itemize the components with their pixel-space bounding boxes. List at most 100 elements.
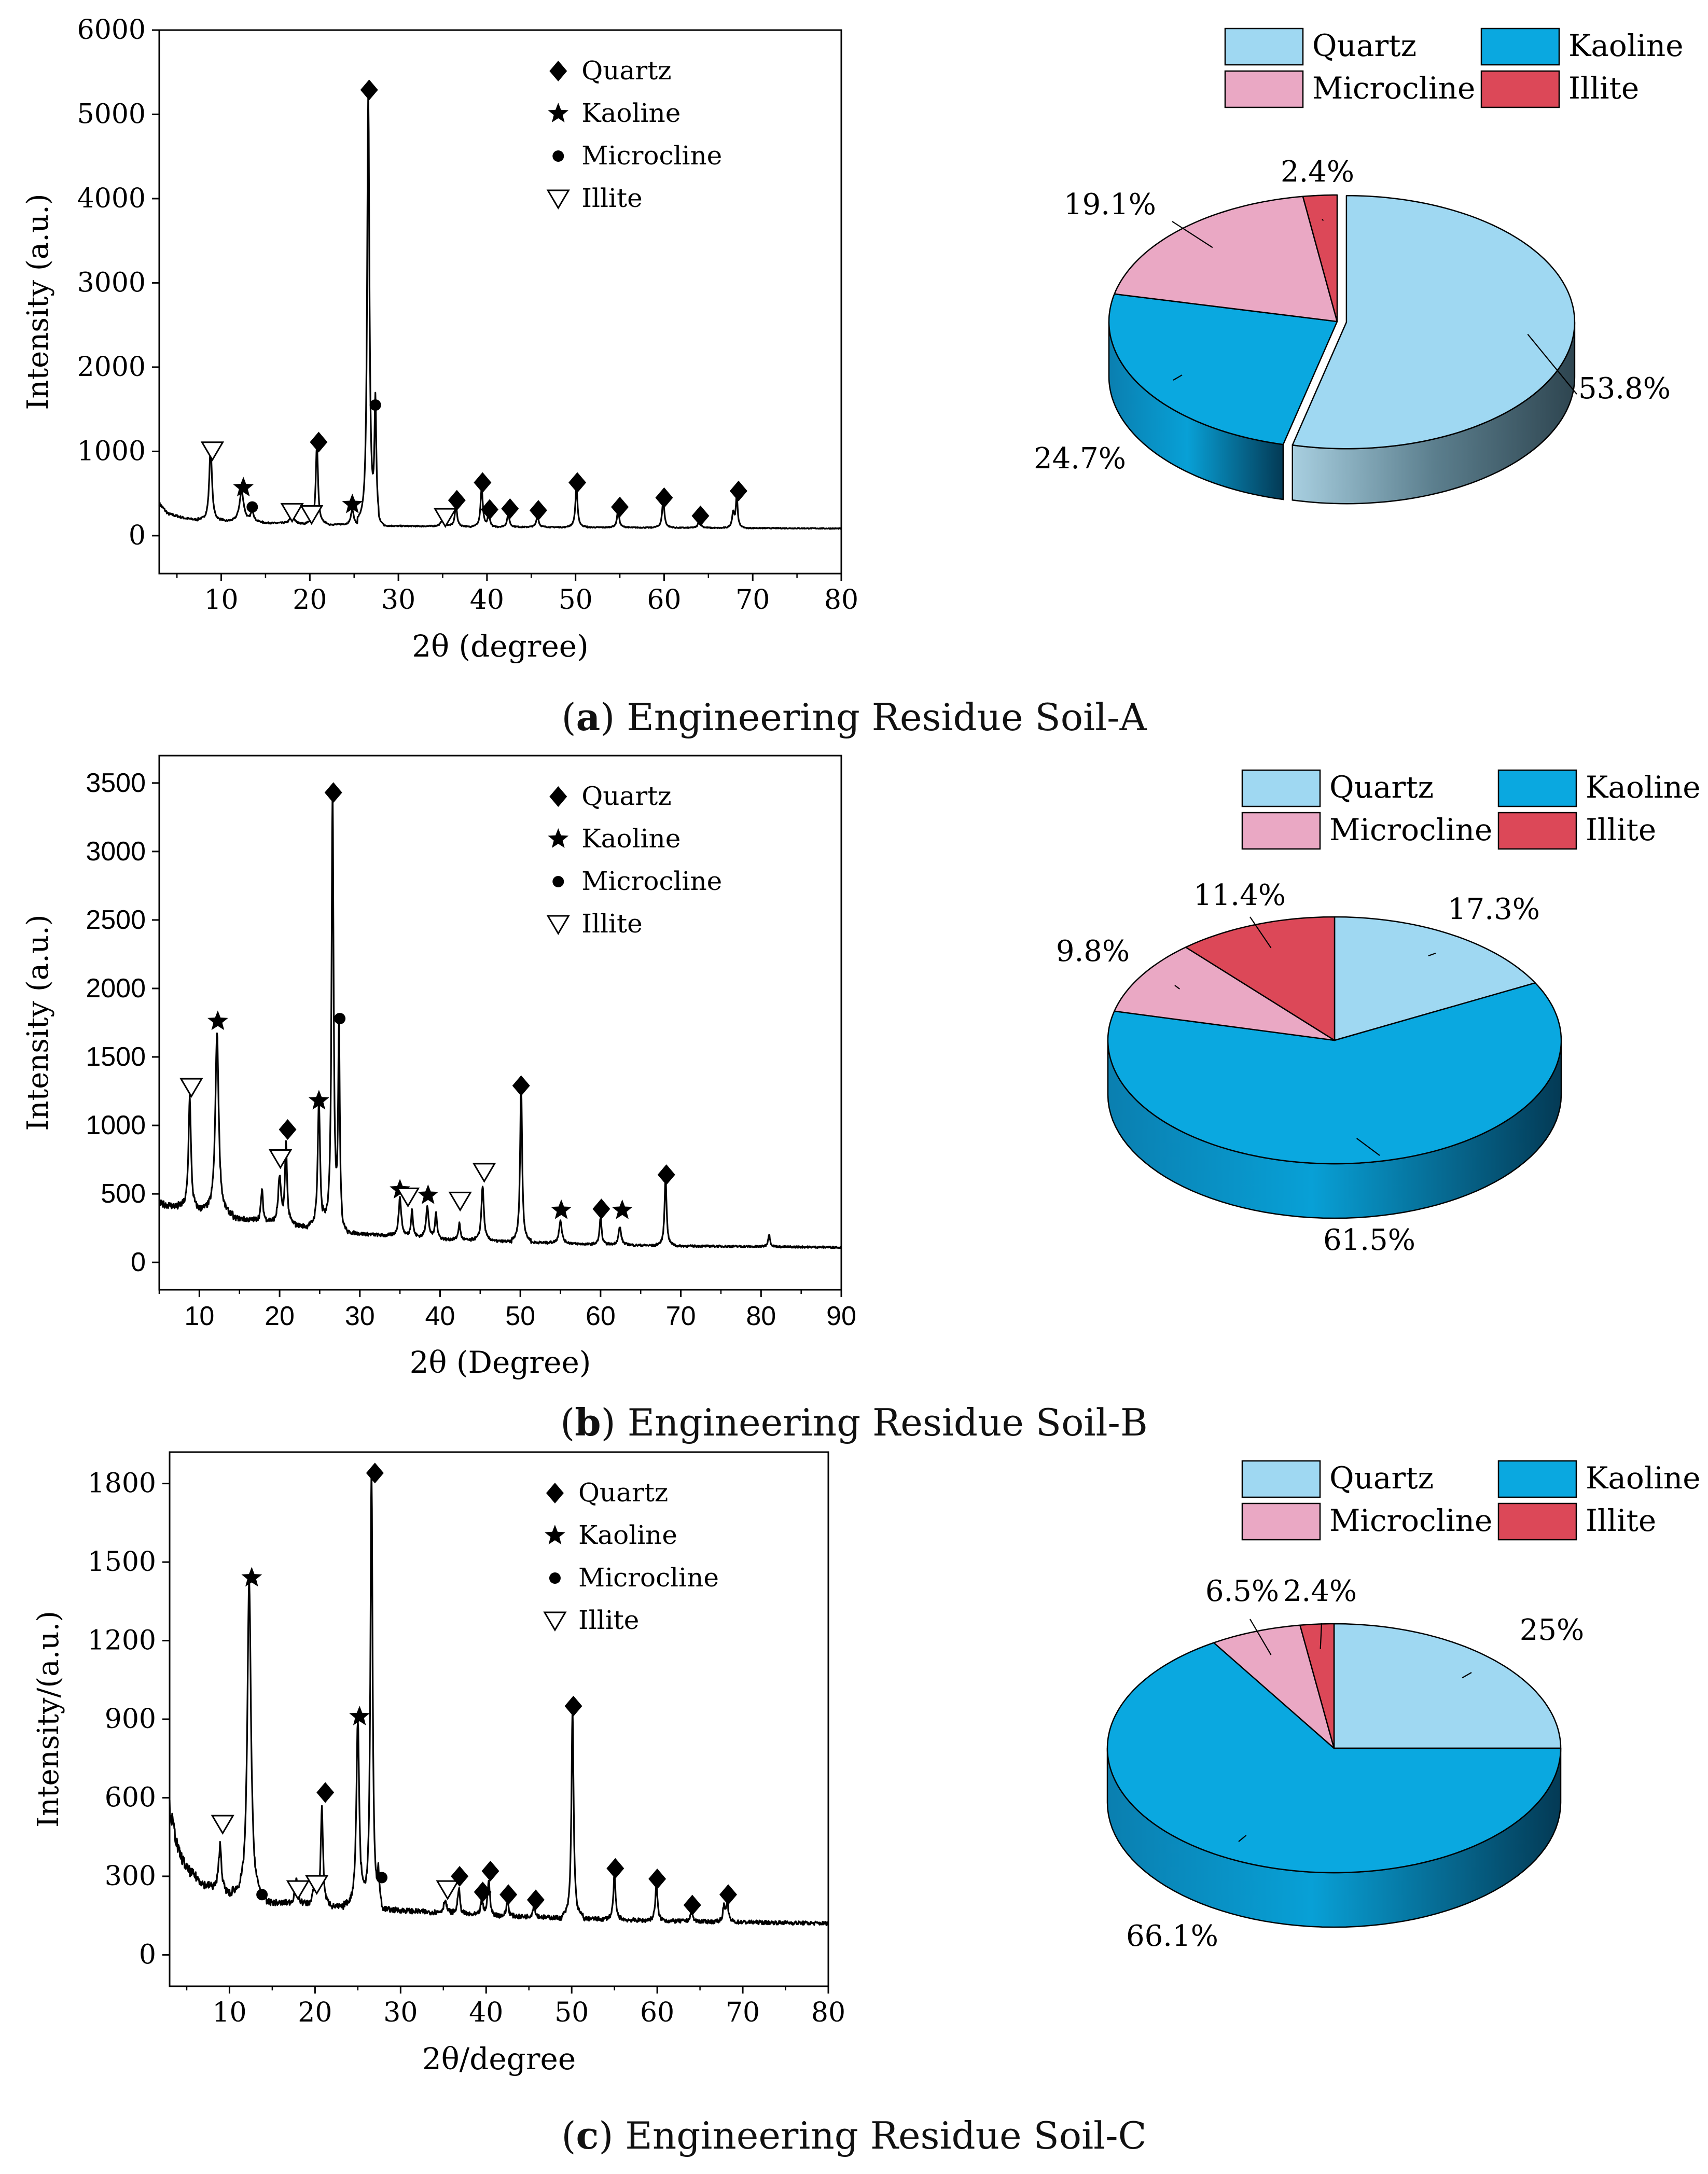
x-tick-label: 50 — [554, 1997, 589, 2028]
plot-frame — [169, 1451, 829, 1987]
x-tick-label: 40 — [470, 584, 504, 616]
pie-label-kaoline: 24.7% — [1034, 442, 1126, 476]
caption-c: (c) Engineering Residue Soil-C — [561, 2113, 1147, 2157]
pie-leader-line — [1173, 374, 1183, 381]
circle-marker — [256, 1889, 268, 1901]
pie-slice-quartz — [1334, 916, 1536, 1041]
diamond-marker — [526, 1889, 545, 1911]
x-tick-label: 30 — [383, 1997, 418, 2028]
caption-a: (a) Engineering Residue Soil-A — [561, 695, 1147, 739]
triangle-down-marker — [436, 1880, 460, 1901]
x-tick-label: 20 — [298, 1997, 332, 2028]
legend-label-quartz: Quartz — [1329, 770, 1434, 805]
star-marker — [349, 1706, 370, 1725]
star-marker — [342, 493, 363, 513]
diamond-marker — [448, 490, 466, 511]
y-tick-label: 2000 — [86, 973, 146, 1004]
diamond-marker — [729, 480, 747, 501]
pie-leader-line — [1238, 1835, 1247, 1842]
pie-slice-microcline — [1213, 1624, 1335, 1749]
y-axis-label: Intensity (a.u.) — [21, 193, 55, 410]
star-marker — [551, 1199, 572, 1219]
x-tick-label: 50 — [505, 1301, 535, 1331]
diamond-marker — [512, 1075, 530, 1096]
legend-label-quartz: Quartz — [581, 55, 671, 86]
legend-label-illite: Illite — [578, 1605, 639, 1635]
x-tick-label: 60 — [586, 1301, 616, 1331]
y-tick-label: 2500 — [86, 905, 146, 935]
x-tick-label: 70 — [666, 1301, 696, 1331]
triangle-down-marker — [268, 1149, 293, 1169]
x-tick-label: 10 — [204, 584, 238, 616]
legend-swatch-quartz — [1224, 27, 1304, 66]
triangle-down-marker — [179, 1078, 203, 1098]
diamond-marker — [360, 79, 378, 101]
diamond-marker — [316, 1782, 335, 1803]
pie-label-quartz: 53.8% — [1578, 372, 1671, 406]
star-marker — [233, 477, 254, 497]
diamond-marker — [501, 498, 519, 519]
diamond-marker — [611, 496, 629, 518]
legend-label-microcline: Microcline — [1329, 1503, 1492, 1538]
xrd-charts: 10 20 30 40 50 60 70 80010002000300040005000600… — [21, 15, 858, 2077]
pie-slice-illite — [1299, 1623, 1335, 1749]
pie-slice-quartz — [1292, 194, 1576, 450]
pie-legend: Quartz Kaoline Microcline Illite — [1224, 27, 1684, 108]
pie-chart-undefined: 17.3% 61.5% 9.8% 11.4% Quartz Kaoline Microcli… — [1056, 769, 1701, 1257]
legend-label-kaoline: Kaoline — [581, 824, 681, 854]
pie-legend: Quartz Kaoline Microcline Illite — [1241, 769, 1701, 850]
legend-label-kaoline: Kaoline — [1586, 770, 1701, 805]
pie-label-kaoline: 61.5% — [1323, 1223, 1415, 1257]
x-tick-label: 30 — [345, 1301, 375, 1331]
circle-marker — [552, 150, 564, 162]
pie-leader-line — [1249, 1619, 1272, 1655]
pie-leader-line — [1320, 1623, 1323, 1649]
y-tick-label: 0 — [131, 1247, 146, 1277]
legend-swatch-kaoline — [1480, 27, 1560, 66]
diamond-marker — [655, 487, 673, 508]
legend-label-quartz: Quartz — [1312, 28, 1417, 63]
legend-label-quartz: Quartz — [1329, 1460, 1434, 1496]
star-marker — [548, 828, 569, 848]
diamond-marker — [474, 1882, 492, 1903]
x-tick-label: 80 — [746, 1301, 776, 1331]
legend-label-illite: Illite — [581, 183, 642, 213]
diamond-marker — [691, 505, 710, 526]
x-tick-label: 20 — [265, 1301, 295, 1331]
xrd-chart-c: 10 20 30 40 50 60 70 80 0 300 600 900 1200 1500 1800 2θ… — [32, 1451, 845, 2077]
xrd-pattern-line — [169, 1467, 829, 1926]
diamond-marker — [481, 499, 499, 520]
legend-label-kaoline: Kaoline — [578, 1520, 677, 1550]
diamond-marker — [310, 431, 328, 453]
legend-swatch-kaoline — [1497, 1460, 1577, 1498]
triangle-down-marker — [286, 1880, 310, 1901]
triangle-down-marker — [543, 1611, 567, 1632]
circle-marker — [369, 399, 381, 411]
legend-label-kaoline: Kaoline — [581, 98, 681, 128]
triangle-down-marker — [546, 915, 570, 935]
pie-leader-line — [1322, 219, 1324, 221]
xrd-legend: Quartz Kaoline Microcline Illite — [546, 55, 722, 213]
x-tick-label: 60 — [647, 584, 681, 616]
legend-label-quartz: Quartz — [581, 781, 671, 811]
triangle-down-marker — [305, 1875, 329, 1896]
diamond-marker — [719, 1884, 738, 1905]
pie-label-kaoline: 66.1% — [1126, 1919, 1218, 1953]
y-axis-label: Intensity (a.u.) — [21, 914, 55, 1131]
y-tick-label: 3500 — [86, 768, 146, 798]
pie-leader-line — [1462, 1672, 1472, 1679]
y-tick-label: 1800 — [88, 1468, 156, 1499]
legend-label-kaoline: Kaoline — [1586, 1460, 1701, 1496]
circle-marker — [549, 1572, 561, 1584]
star-marker — [545, 1525, 565, 1544]
pie-slice-kaoline — [1107, 982, 1562, 1165]
triangle-down-marker — [472, 1163, 496, 1183]
pie-leader-line — [1356, 1138, 1380, 1156]
pie-leader-line — [1527, 333, 1577, 395]
y-tick-label: 4000 — [77, 183, 146, 214]
legend-swatch-microcline — [1241, 1502, 1321, 1541]
legend-label-microcline: Microcline — [578, 1563, 719, 1593]
xrd-pattern-line — [158, 88, 842, 530]
diamond-marker — [592, 1199, 610, 1220]
caption-b: (b) Engineering Residue Soil-B — [560, 1400, 1148, 1444]
